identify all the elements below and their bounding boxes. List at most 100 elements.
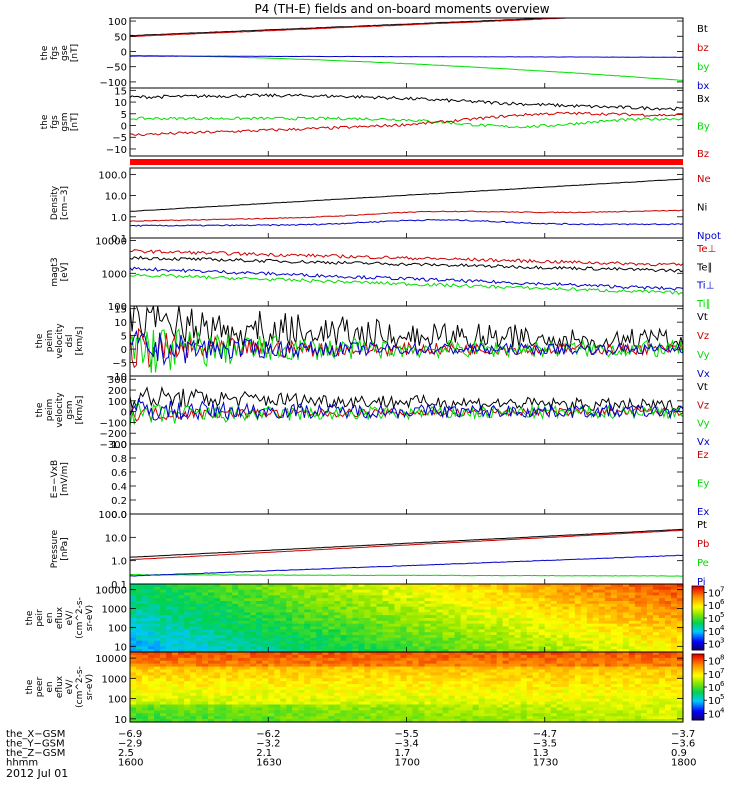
spectrogram-cell <box>130 672 137 676</box>
spectrogram-cell <box>400 669 408 674</box>
spectrogram-cell <box>172 623 179 628</box>
spectrogram-cell <box>370 681 378 685</box>
spectrogram-cell <box>520 637 528 642</box>
spectrogram-cell <box>634 643 642 647</box>
spectrogram-cell <box>514 592 522 596</box>
spectrogram-cell <box>436 615 444 619</box>
spectrogram-cell <box>316 586 323 591</box>
spectrogram-cell <box>616 666 624 671</box>
spectrogram-cell <box>154 710 161 714</box>
spectrogram-cell <box>208 652 215 656</box>
spectrogram-cell <box>664 612 672 616</box>
spectrogram-cell <box>268 584 275 588</box>
spectrogram-cell <box>376 678 384 682</box>
panel-frame <box>129 167 684 239</box>
spectrogram-cell <box>364 640 372 645</box>
spectrogram-cell <box>562 626 570 630</box>
spectrogram-cell <box>250 586 257 591</box>
spectrogram-cell <box>664 695 672 700</box>
spectrogram-cell <box>574 592 582 596</box>
spectrogram-cell <box>628 601 636 605</box>
spectrogram-cell <box>244 635 251 639</box>
spectrogram-cell <box>574 692 582 697</box>
spectrogram-cell <box>184 635 191 639</box>
spectrogram-cell <box>550 601 558 605</box>
spectrogram-cell <box>550 675 558 679</box>
spectrogram-cell <box>610 632 618 636</box>
spectrogram-cell <box>496 637 504 642</box>
spectrogram-cell <box>436 675 444 679</box>
spectrogram-cell <box>586 719 594 723</box>
spectrogram-cell <box>448 716 456 720</box>
spectrogram-cell <box>178 612 185 616</box>
spectrogram-cell <box>280 663 287 668</box>
spectrogram-cell <box>268 695 275 700</box>
spectrogram-cell <box>646 615 654 619</box>
spectrogram-cell <box>136 643 143 647</box>
series-Vy <box>129 401 684 427</box>
spectrogram-cell <box>130 620 137 625</box>
spectrogram-cell <box>286 669 293 674</box>
spectrogram-cell <box>658 672 666 676</box>
spectrogram-cell <box>436 698 444 703</box>
xaxis-value: 1730 <box>533 758 558 769</box>
spectrogram-cell <box>334 598 341 602</box>
spectrogram-cell <box>364 710 372 714</box>
spectrogram-cell <box>400 584 408 588</box>
spectrogram-cell <box>178 603 185 608</box>
spectrogram-cell <box>328 716 335 720</box>
spectrogram-cell <box>220 713 227 717</box>
spectrogram-cell <box>676 716 684 720</box>
spectrogram-cell <box>370 609 378 613</box>
spectrogram-cell <box>208 643 215 647</box>
spectrogram-cell <box>154 640 161 645</box>
spectrogram-cell <box>334 637 341 642</box>
spectrogram-cell <box>154 609 161 613</box>
spectrogram-cell <box>478 713 486 717</box>
series-Bz <box>129 111 684 137</box>
spectrogram-cell <box>136 663 143 668</box>
spectrogram-cell <box>310 603 317 608</box>
colorbar-segment <box>692 630 704 633</box>
spectrogram-cell <box>280 652 287 656</box>
spectrogram-cell <box>442 615 450 619</box>
spectrogram-cell <box>280 649 287 653</box>
spectrogram-cell <box>436 687 444 691</box>
spectrogram-cell <box>142 663 149 668</box>
spectrogram-cell <box>532 698 540 703</box>
spectrogram-cell <box>670 601 678 605</box>
spectrogram-cell <box>280 666 287 671</box>
spectrogram-cell <box>532 716 540 720</box>
spectrogram-cell <box>550 626 558 630</box>
spectrogram-cell <box>184 707 191 711</box>
spectrogram-cell <box>658 689 666 694</box>
spectrogram-cell <box>322 681 329 685</box>
spectrogram-cell <box>532 692 540 697</box>
spectrogram-cell <box>328 609 335 613</box>
spectrogram-cell <box>550 669 558 674</box>
spectrogram-cell <box>208 707 215 711</box>
spectrogram-cell <box>136 710 143 714</box>
spectrogram-cell <box>676 678 684 682</box>
spectrogram-cell <box>526 654 534 659</box>
spectrogram-cell <box>616 672 624 676</box>
spectrogram-cell <box>394 595 402 599</box>
spectrogram-cell <box>298 586 305 591</box>
spectrogram-cell <box>142 657 149 662</box>
spectrogram-cell <box>388 698 396 703</box>
spectrogram-cell <box>448 719 456 723</box>
spectrogram-cell <box>286 695 293 700</box>
spectrogram-cell <box>298 684 305 688</box>
spectrogram-cell <box>202 598 209 602</box>
spectrogram-cell <box>286 698 293 703</box>
spectrogram-cell <box>616 598 624 602</box>
spectrogram-cell <box>532 654 540 659</box>
spectrogram-cell <box>190 601 197 605</box>
spectrogram-cell <box>256 713 263 717</box>
spectrogram-cell <box>202 609 209 613</box>
spectrogram-cell <box>292 704 299 709</box>
spectrogram-cell <box>652 666 660 671</box>
spectrogram-cell <box>208 584 215 588</box>
spectrogram-cell <box>442 716 450 720</box>
spectrogram-cell <box>382 609 390 613</box>
